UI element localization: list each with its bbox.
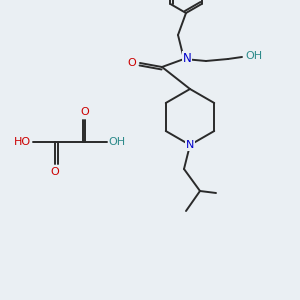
Text: N: N bbox=[186, 140, 194, 150]
Text: OH: OH bbox=[108, 137, 126, 147]
Text: O: O bbox=[51, 167, 59, 177]
Text: O: O bbox=[81, 107, 89, 117]
Text: O: O bbox=[128, 58, 136, 68]
Text: OH: OH bbox=[245, 51, 262, 61]
Text: N: N bbox=[183, 52, 191, 64]
Text: HO: HO bbox=[14, 137, 31, 147]
